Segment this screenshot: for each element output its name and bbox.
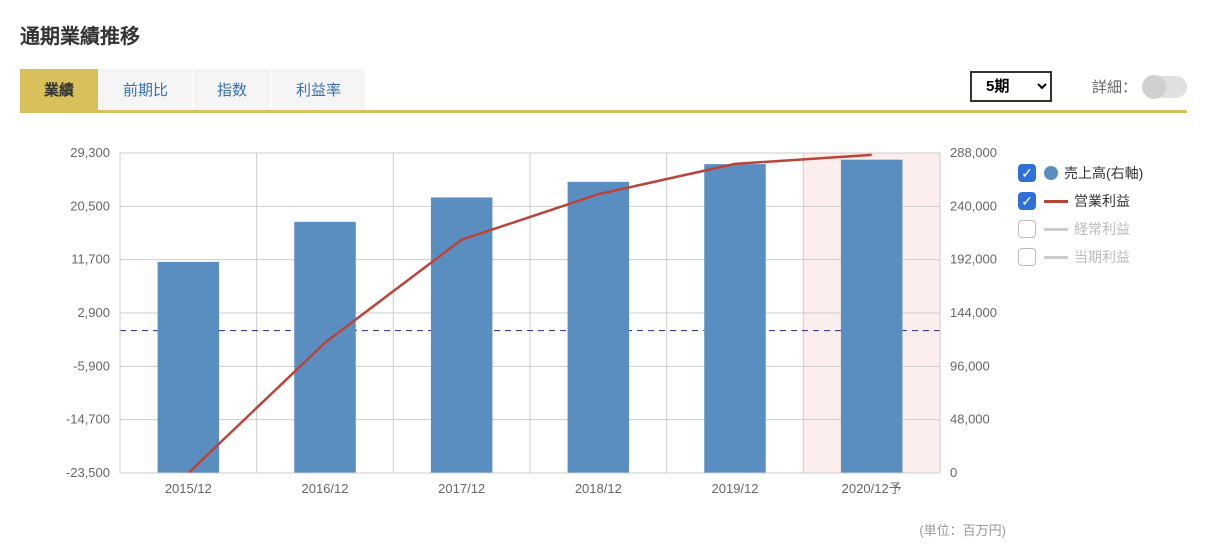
svg-text:48,000: 48,000 (950, 412, 990, 427)
legend-dot-icon (1044, 166, 1058, 180)
performance-chart: 29,300 288,000 20,500 240,000 11,700 192,000 2… (20, 143, 1010, 513)
svg-text:2,900: 2,900 (77, 305, 110, 320)
svg-text:29,300: 29,300 (70, 145, 110, 160)
svg-text:11,700: 11,700 (71, 252, 110, 267)
svg-text:144,000: 144,000 (950, 305, 997, 320)
tab-2[interactable]: 指数 (193, 69, 271, 110)
svg-text:2019/12: 2019/12 (712, 481, 759, 496)
legend-label: 営業利益 (1074, 191, 1130, 211)
legend-checkbox[interactable] (1018, 248, 1036, 266)
detail-label: 詳細： (1092, 76, 1137, 97)
legend-line-icon (1044, 256, 1068, 259)
chart-legend: ✓ 売上高(右軸) ✓ 営業利益経常利益当期利益 (1010, 143, 1143, 275)
detail-toggle-group: 詳細： (1092, 76, 1187, 98)
tab-1[interactable]: 前期比 (99, 69, 192, 110)
tab-3[interactable]: 利益率 (272, 69, 365, 110)
unit-label: (単位：百万円) (20, 520, 1010, 539)
svg-text:2016/12: 2016/12 (302, 481, 349, 496)
svg-text:2015/12: 2015/12 (165, 481, 212, 496)
svg-text:-14,700: -14,700 (66, 412, 110, 427)
legend-item-1: ✓ 営業利益 (1018, 191, 1143, 211)
page-title: 通期業績推移 (20, 20, 1187, 49)
legend-label: 経常利益 (1074, 219, 1130, 239)
legend-label: 当期利益 (1074, 247, 1130, 267)
legend-checkbox[interactable]: ✓ (1018, 192, 1036, 210)
legend-item-0: ✓ 売上高(右軸) (1018, 163, 1143, 183)
tab-0[interactable]: 業績 (20, 69, 98, 110)
legend-item-2: 経常利益 (1018, 219, 1143, 239)
toggle-knob (1142, 75, 1166, 99)
svg-text:192,000: 192,000 (950, 252, 997, 267)
legend-checkbox[interactable]: ✓ (1018, 164, 1036, 182)
svg-text:-5,900: -5,900 (73, 358, 110, 373)
legend-line-icon (1044, 228, 1068, 231)
svg-text:96,000: 96,000 (950, 358, 990, 373)
svg-text:-23,500: -23,500 (66, 465, 110, 480)
svg-text:240,000: 240,000 (950, 198, 997, 213)
svg-text:0: 0 (950, 465, 957, 480)
svg-text:2020/12予: 2020/12予 (842, 481, 902, 496)
detail-toggle[interactable] (1143, 76, 1187, 98)
legend-label: 売上高(右軸) (1064, 163, 1143, 183)
legend-checkbox[interactable] (1018, 220, 1036, 238)
svg-text:288,000: 288,000 (950, 145, 997, 160)
legend-line-icon (1044, 200, 1068, 203)
controls-row: 業績前期比指数利益率 5期 詳細： (20, 69, 1187, 113)
tab-bar: 業績前期比指数利益率 (20, 69, 366, 110)
svg-text:2018/12: 2018/12 (575, 481, 622, 496)
svg-text:20,500: 20,500 (70, 198, 110, 213)
period-select[interactable]: 5期 (970, 71, 1052, 102)
svg-text:2017/12: 2017/12 (438, 481, 485, 496)
legend-item-3: 当期利益 (1018, 247, 1143, 267)
chart-area: 29,300 288,000 20,500 240,000 11,700 192,000 2… (20, 143, 1187, 539)
